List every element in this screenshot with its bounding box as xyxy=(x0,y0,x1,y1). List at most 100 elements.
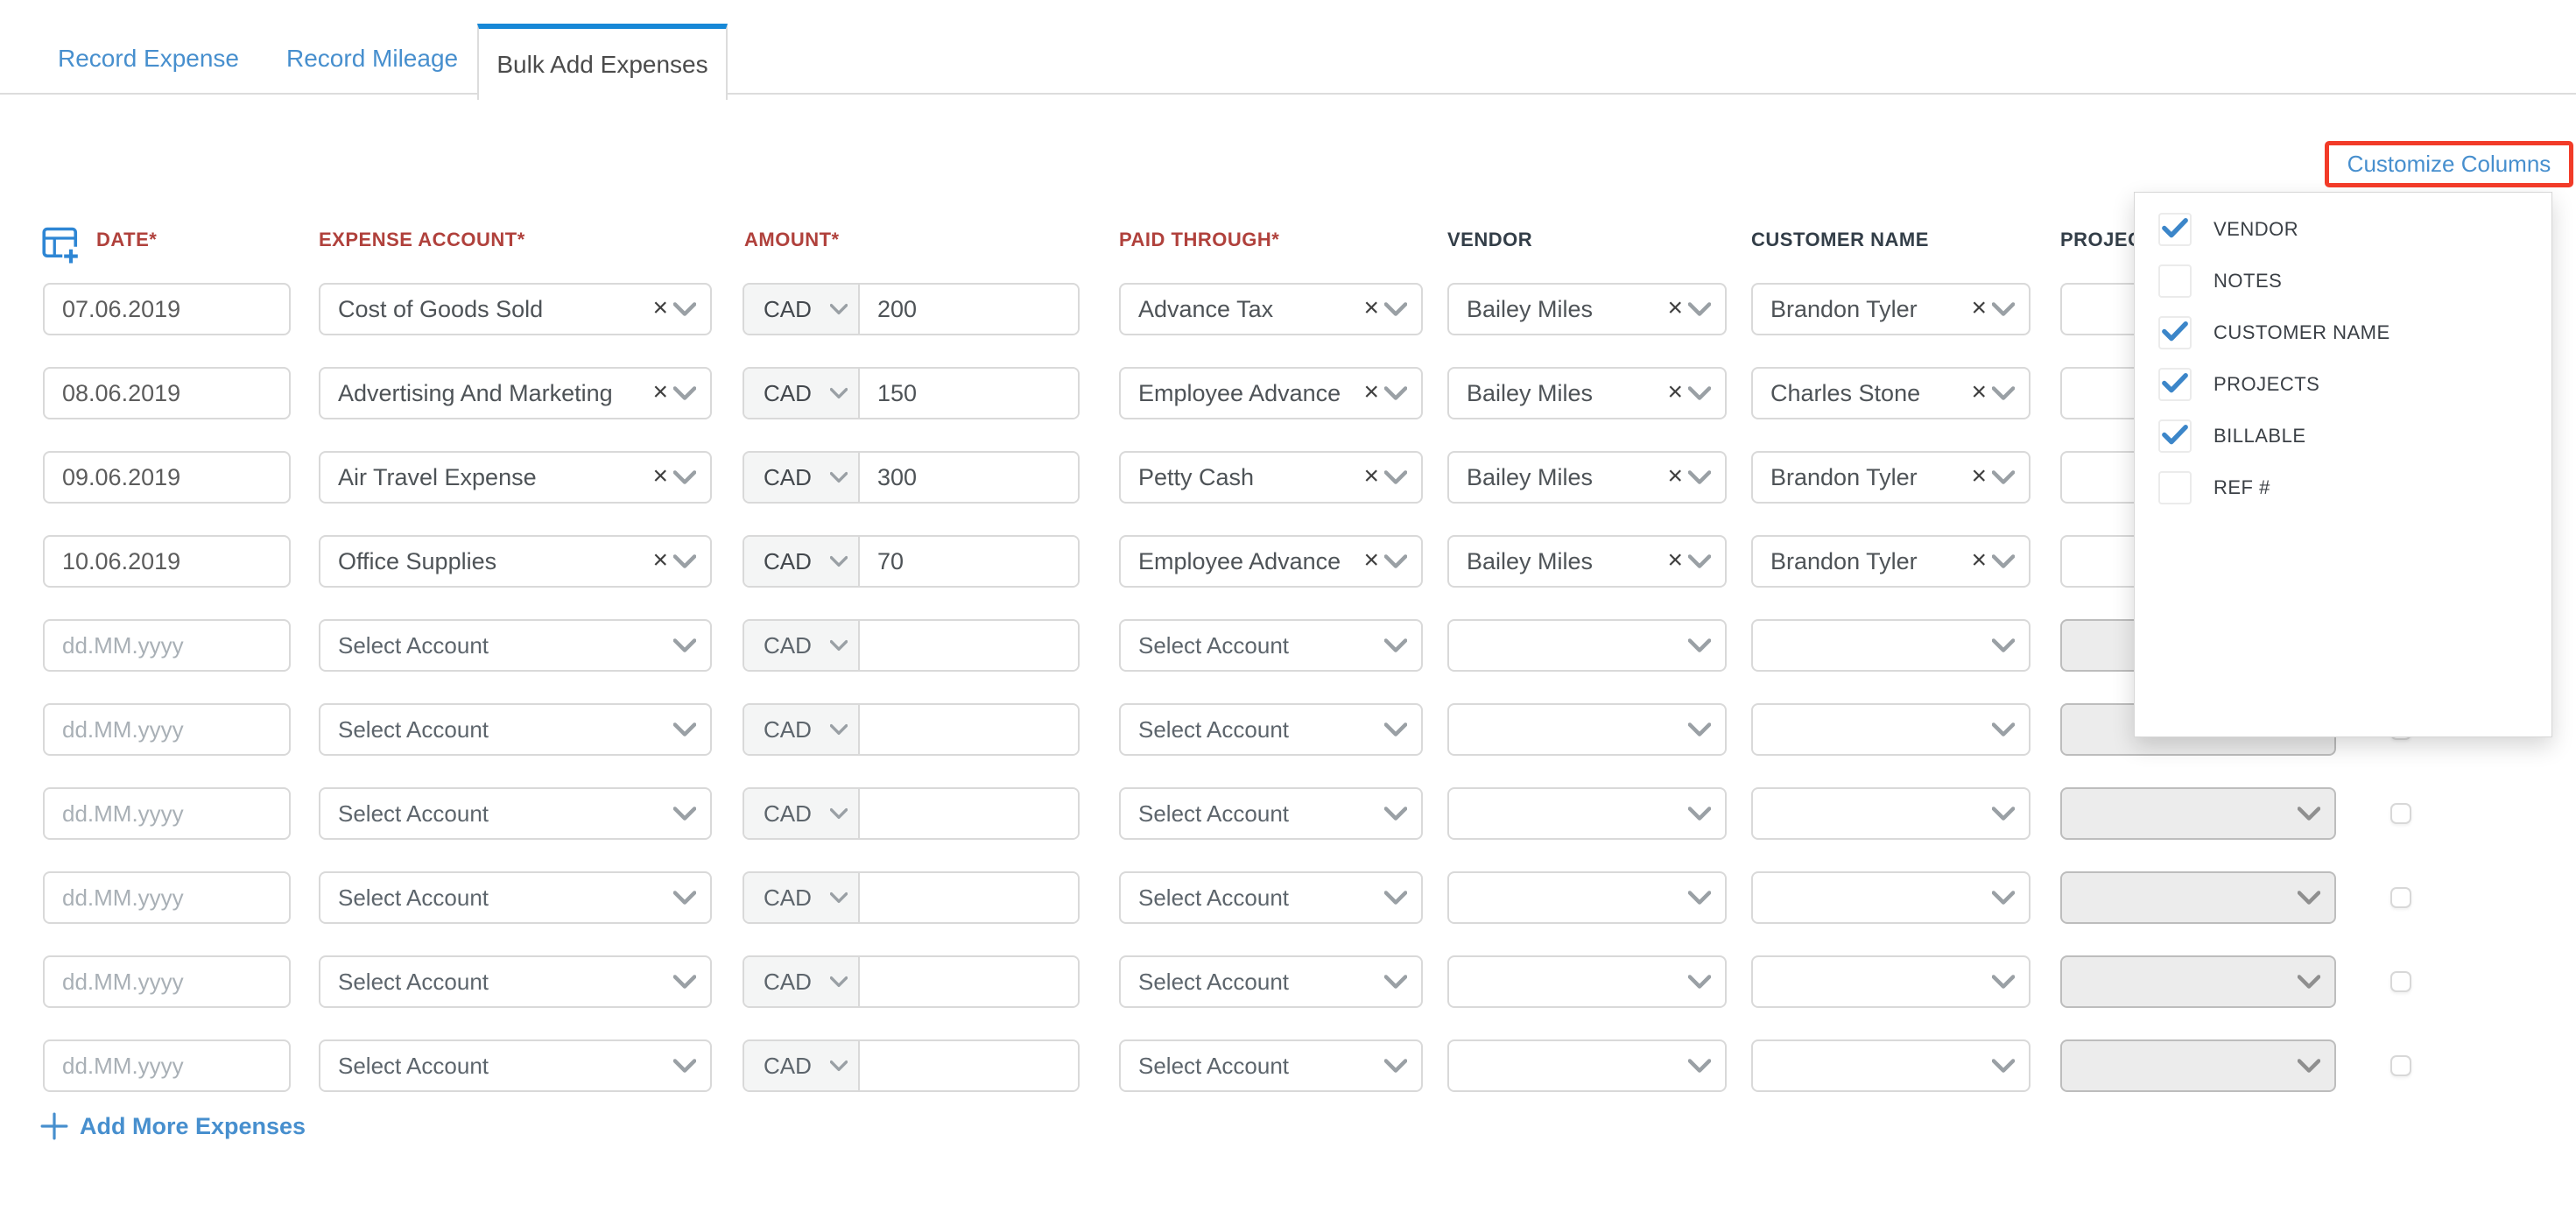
chevron-down-icon[interactable] xyxy=(1992,1059,2015,1073)
chevron-down-icon[interactable] xyxy=(1688,891,1711,905)
date-input[interactable] xyxy=(43,619,291,672)
date-input[interactable] xyxy=(43,535,291,588)
currency-select[interactable]: CAD xyxy=(744,285,860,334)
clear-icon[interactable]: × xyxy=(1971,377,1987,406)
currency-select[interactable]: CAD xyxy=(744,453,860,502)
expense-account-select[interactable]: Select Account × xyxy=(319,955,712,1008)
date-input[interactable] xyxy=(43,703,291,756)
chevron-down-icon[interactable] xyxy=(2298,1059,2320,1073)
expense-account-select[interactable]: Select Account × xyxy=(319,871,712,924)
chevron-down-icon[interactable] xyxy=(1688,1059,1711,1073)
chevron-down-icon[interactable] xyxy=(673,386,696,400)
clear-icon[interactable]: × xyxy=(652,546,668,574)
chevron-down-icon[interactable] xyxy=(673,638,696,652)
paid-through-select[interactable]: Select Account × xyxy=(1119,1039,1423,1092)
customer-select[interactable]: × xyxy=(1751,787,2031,840)
column-toggle-vendor[interactable]: VENDOR xyxy=(2135,203,2551,255)
tab-record-expense[interactable]: Record Expense xyxy=(58,24,239,93)
clear-icon[interactable]: × xyxy=(1971,293,1987,322)
expense-account-select[interactable]: Select Account × xyxy=(319,1039,712,1092)
vendor-select[interactable]: Bailey Miles × xyxy=(1447,451,1727,504)
amount-input[interactable] xyxy=(860,789,1078,838)
customize-columns-button[interactable]: Customize Columns xyxy=(2347,151,2551,177)
chevron-down-icon[interactable] xyxy=(673,722,696,736)
chevron-down-icon[interactable] xyxy=(1992,891,2015,905)
add-more-expenses-button[interactable]: Add More Expenses xyxy=(40,1106,306,1146)
paid-through-select[interactable]: Employee Advance × xyxy=(1119,535,1423,588)
customer-select[interactable]: × xyxy=(1751,871,2031,924)
chevron-down-icon[interactable] xyxy=(673,302,696,316)
chevron-down-icon[interactable] xyxy=(1688,302,1711,316)
billable-checkbox[interactable] xyxy=(2390,971,2411,992)
currency-select[interactable]: CAD xyxy=(744,789,860,838)
vendor-select[interactable]: × xyxy=(1447,955,1727,1008)
clear-icon[interactable]: × xyxy=(1363,377,1379,406)
customer-select[interactable]: Brandon Tyler × xyxy=(1751,283,2031,335)
chevron-down-icon[interactable] xyxy=(1992,722,2015,736)
currency-select[interactable]: CAD xyxy=(744,873,860,922)
chevron-down-icon[interactable] xyxy=(1992,554,2015,568)
customer-select[interactable]: Brandon Tyler × xyxy=(1751,535,2031,588)
chevron-down-icon[interactable] xyxy=(2298,975,2320,989)
expense-account-select[interactable]: Advertising And Marketing × xyxy=(319,367,712,419)
column-toggle-projects[interactable]: PROJECTS xyxy=(2135,358,2551,410)
chevron-down-icon[interactable] xyxy=(673,891,696,905)
clear-icon[interactable]: × xyxy=(1667,546,1683,574)
chevron-down-icon[interactable] xyxy=(1384,386,1407,400)
chevron-down-icon[interactable] xyxy=(673,1059,696,1073)
chevron-down-icon[interactable] xyxy=(1384,302,1407,316)
amount-input[interactable] xyxy=(860,873,1078,922)
currency-select[interactable]: CAD xyxy=(744,621,860,670)
date-input[interactable] xyxy=(43,367,291,419)
column-toggle-ref[interactable]: REF # xyxy=(2135,462,2551,513)
chevron-down-icon[interactable] xyxy=(1688,554,1711,568)
clear-icon[interactable]: × xyxy=(1667,462,1683,490)
amount-input[interactable] xyxy=(860,453,1078,502)
currency-select[interactable]: CAD xyxy=(744,957,860,1006)
chevron-down-icon[interactable] xyxy=(1992,975,2015,989)
project-select[interactable] xyxy=(2060,1039,2336,1092)
chevron-down-icon[interactable] xyxy=(1688,470,1711,484)
customer-select[interactable]: × xyxy=(1751,1039,2031,1092)
vendor-select[interactable]: Bailey Miles × xyxy=(1447,535,1727,588)
customer-select[interactable]: Charles Stone × xyxy=(1751,367,2031,419)
chevron-down-icon[interactable] xyxy=(1992,302,2015,316)
paid-through-select[interactable]: Employee Advance × xyxy=(1119,367,1423,419)
vendor-select[interactable]: × xyxy=(1447,619,1727,672)
paid-through-select[interactable]: Select Account × xyxy=(1119,619,1423,672)
customer-select[interactable]: Brandon Tyler × xyxy=(1751,451,2031,504)
tab-record-mileage[interactable]: Record Mileage xyxy=(286,24,458,93)
chevron-down-icon[interactable] xyxy=(1688,722,1711,736)
chevron-down-icon[interactable] xyxy=(1384,1059,1407,1073)
column-toggle-customer-name[interactable]: CUSTOMER NAME xyxy=(2135,307,2551,358)
vendor-select[interactable]: × xyxy=(1447,871,1727,924)
chevron-down-icon[interactable] xyxy=(1992,470,2015,484)
expense-account-select[interactable]: Select Account × xyxy=(319,787,712,840)
chevron-down-icon[interactable] xyxy=(1992,638,2015,652)
billable-checkbox[interactable] xyxy=(2390,803,2411,824)
clear-icon[interactable]: × xyxy=(652,377,668,406)
chevron-down-icon[interactable] xyxy=(1384,554,1407,568)
chevron-down-icon[interactable] xyxy=(2298,807,2320,821)
clear-icon[interactable]: × xyxy=(652,293,668,322)
chevron-down-icon[interactable] xyxy=(1688,807,1711,821)
amount-input[interactable] xyxy=(860,621,1078,670)
chevron-down-icon[interactable] xyxy=(1688,638,1711,652)
clear-icon[interactable]: × xyxy=(1363,462,1379,490)
expense-account-select[interactable]: Select Account × xyxy=(319,703,712,756)
vendor-select[interactable]: × xyxy=(1447,787,1727,840)
chevron-down-icon[interactable] xyxy=(673,554,696,568)
paid-through-select[interactable]: Select Account × xyxy=(1119,955,1423,1008)
clear-icon[interactable]: × xyxy=(1971,546,1987,574)
date-input[interactable] xyxy=(43,871,291,924)
amount-input[interactable] xyxy=(860,957,1078,1006)
date-input[interactable] xyxy=(43,787,291,840)
paid-through-select[interactable]: Advance Tax × xyxy=(1119,283,1423,335)
chevron-down-icon[interactable] xyxy=(1384,975,1407,989)
currency-select[interactable]: CAD xyxy=(744,705,860,754)
currency-select[interactable]: CAD xyxy=(744,537,860,586)
amount-input[interactable] xyxy=(860,285,1078,334)
vendor-select[interactable]: Bailey Miles × xyxy=(1447,283,1727,335)
chevron-down-icon[interactable] xyxy=(1688,386,1711,400)
customer-select[interactable]: × xyxy=(1751,703,2031,756)
